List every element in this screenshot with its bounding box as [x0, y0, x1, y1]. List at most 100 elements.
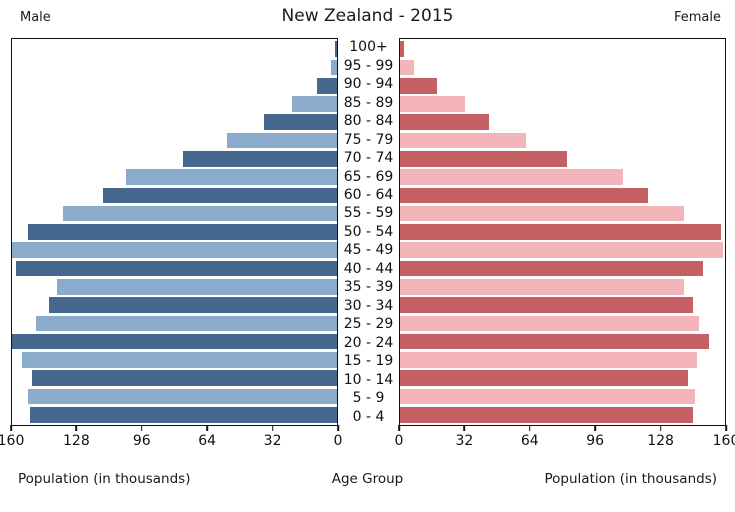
- age-axis-title: Age Group: [331, 471, 404, 487]
- male-bar-20-24: [12, 333, 337, 350]
- male-axis-tick-labels: 160 128 96 64 32 0: [0, 433, 342, 451]
- male-tick-label-160: 160: [0, 433, 25, 449]
- age-label-5-9: 5 - 9: [352, 390, 385, 407]
- female-bar-20-24: [400, 333, 709, 350]
- female-tick-label-0: 0: [394, 433, 404, 449]
- female-row-50-54: [400, 224, 725, 240]
- female-tick-mark-64: [529, 425, 531, 431]
- male-row-90-94: [12, 77, 337, 94]
- female-tick-mark-160: [725, 425, 727, 431]
- female-bar-75-79: [400, 132, 526, 149]
- age-label-90-94: 90 - 94: [343, 76, 394, 93]
- male-header-label: Male: [20, 10, 51, 25]
- female-row-40-44: [400, 260, 725, 277]
- male-row-45-49: [12, 242, 337, 259]
- female-row-30-34: [400, 297, 725, 313]
- male-bar-35-39: [56, 279, 337, 295]
- female-axis-tick-labels: 0 32 64 96 128 160: [395, 433, 735, 451]
- female-row-5-9: [400, 388, 725, 405]
- age-label-50-54: 50 - 54: [343, 223, 394, 240]
- female-bar-100+: [400, 41, 405, 57]
- age-label-30-34: 30 - 34: [343, 297, 394, 314]
- female-bar-25-29: [400, 315, 699, 332]
- age-label-60-64: 60 - 64: [343, 186, 394, 203]
- male-row-85-89: [12, 96, 337, 112]
- male-bar-25-29: [36, 315, 337, 332]
- female-bar-10-14: [400, 370, 689, 386]
- female-header-label: Female: [673, 10, 721, 25]
- male-row-0-4: [12, 406, 337, 423]
- male-bar-0-4: [30, 406, 337, 423]
- age-label-20-24: 20 - 24: [343, 334, 394, 351]
- female-bar-0-4: [400, 406, 693, 423]
- male-bar-30-34: [48, 297, 337, 313]
- female-row-35-39: [400, 279, 725, 295]
- female-tick-mark-32: [463, 425, 466, 431]
- age-label-100+: 100+: [349, 39, 388, 56]
- age-label-70-74: 70 - 74: [343, 150, 394, 167]
- male-tick-label-32: 32: [263, 433, 282, 449]
- female-bar-80-84: [400, 114, 490, 131]
- female-row-85-89: [400, 96, 725, 112]
- female-row-0-4: [400, 406, 725, 423]
- age-label-15-19: 15 - 19: [343, 353, 394, 370]
- age-label-85-89: 85 - 89: [343, 94, 394, 111]
- age-group-labels: 100+ 95 - 99 90 - 94 85 - 89 80 - 84 75 - 79 7…: [338, 38, 399, 426]
- male-panel: [11, 38, 338, 426]
- age-label-75-79: 75 - 79: [343, 131, 394, 148]
- male-tick-label-96: 96: [132, 433, 151, 449]
- female-bar-50-54: [400, 224, 721, 240]
- female-bar-60-64: [400, 187, 648, 204]
- male-row-30-34: [12, 297, 337, 313]
- female-tick-label-96: 96: [586, 433, 605, 449]
- male-tick-mark-32: [271, 425, 274, 431]
- male-row-35-39: [12, 279, 337, 295]
- age-label-55-59: 55 - 59: [343, 205, 394, 222]
- female-tick-label-64: 64: [520, 433, 539, 449]
- male-axis-title: Population (in thousands): [18, 471, 191, 487]
- female-row-90-94: [400, 77, 725, 94]
- female-row-55-59: [400, 205, 725, 222]
- age-label-25-29: 25 - 29: [343, 316, 394, 333]
- female-bar-15-19: [400, 352, 697, 368]
- male-tick-mark-64: [206, 425, 208, 431]
- male-bar-70-74: [182, 151, 337, 167]
- male-row-10-14: [12, 370, 337, 386]
- female-row-25-29: [400, 315, 725, 332]
- male-tick-mark-128: [75, 425, 78, 431]
- female-row-10-14: [400, 370, 725, 386]
- male-bar-40-44: [16, 260, 337, 277]
- male-bar-15-19: [22, 352, 337, 368]
- male-row-55-59: [12, 205, 337, 222]
- male-bar-80-84: [263, 114, 337, 131]
- age-label-80-84: 80 - 84: [343, 113, 394, 130]
- female-bar-5-9: [400, 388, 695, 405]
- male-row-40-44: [12, 260, 337, 277]
- male-bar-100+: [334, 41, 337, 57]
- female-row-20-24: [400, 333, 725, 350]
- female-tick-label-160: 160: [712, 433, 735, 449]
- male-row-25-29: [12, 315, 337, 332]
- male-row-20-24: [12, 333, 337, 350]
- female-tick-label-128: 128: [647, 433, 674, 449]
- male-row-95-99: [12, 59, 337, 76]
- male-bar-50-54: [28, 224, 337, 240]
- age-label-35-39: 35 - 39: [343, 279, 394, 296]
- female-bar-95-99: [400, 59, 415, 76]
- male-bar-85-89: [292, 96, 337, 112]
- age-label-95-99: 95 - 99: [343, 57, 394, 74]
- female-row-80-84: [400, 114, 725, 131]
- age-label-0-4: 0 - 4: [352, 408, 385, 425]
- female-tick-label-32: 32: [455, 433, 474, 449]
- female-tick-mark-0: [398, 425, 400, 431]
- male-bar-60-64: [103, 187, 337, 204]
- male-tick-label-64: 64: [198, 433, 217, 449]
- female-tick-mark-96: [594, 425, 596, 431]
- female-row-15-19: [400, 352, 725, 368]
- male-tick-mark-96: [141, 425, 143, 431]
- female-axis-tick-marks: [398, 425, 727, 431]
- male-row-15-19: [12, 352, 337, 368]
- female-row-45-49: [400, 242, 725, 259]
- female-row-75-79: [400, 132, 725, 149]
- male-row-80-84: [12, 114, 337, 131]
